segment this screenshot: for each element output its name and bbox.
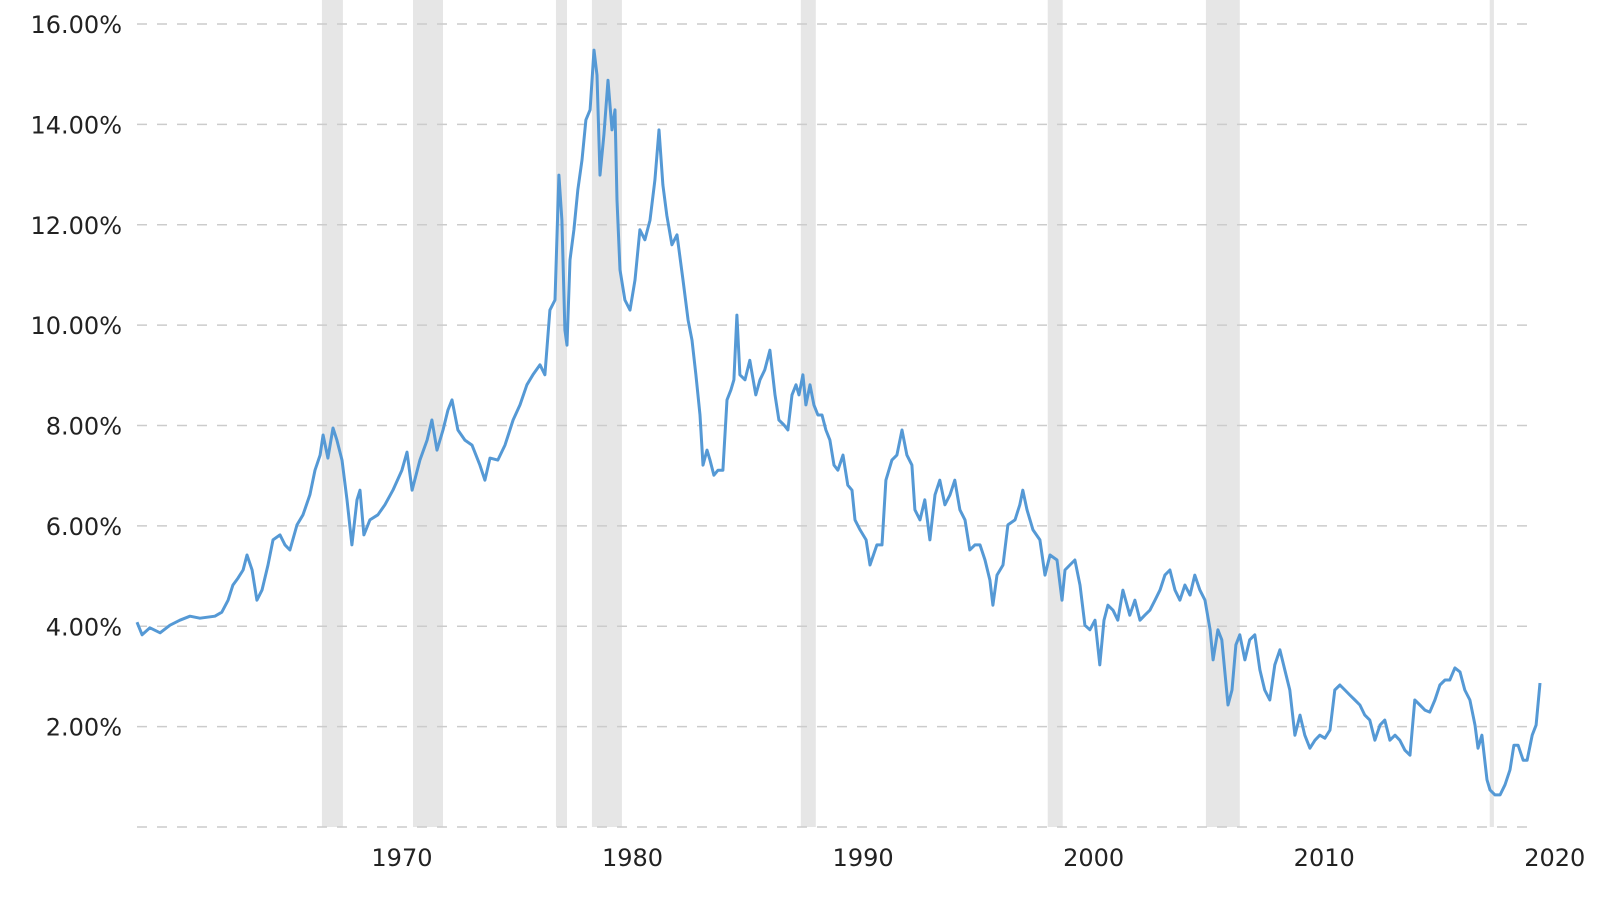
y-tick-label: 10.00% [30, 312, 122, 340]
recession-band [321, 0, 343, 827]
series-lines [135, 48, 1542, 797]
y-tick-label: 6.00% [46, 513, 122, 541]
recession-band [1489, 0, 1494, 827]
x-tick-label: 2020 [1524, 844, 1585, 872]
x-tick-label: 1970 [371, 844, 432, 872]
y-tick-label: 4.00% [46, 613, 122, 641]
y-tick-label: 2.00% [46, 714, 122, 742]
y-tick-label: 16.00% [30, 11, 122, 39]
series-line [135, 48, 1542, 797]
recession-band [1205, 0, 1240, 827]
x-axis-ticks: 1970 1980 1990 2000 2010 2020 [371, 844, 1585, 872]
recession-band [800, 0, 816, 827]
shaded-bands [321, 0, 1494, 827]
recession-band [412, 0, 443, 827]
y-axis-ticks: 2.00% 4.00% 6.00% 8.00% 10.00% 12.00% 14.00% 16… [30, 11, 122, 742]
y-tick-label: 12.00% [30, 212, 122, 240]
recession-band [1047, 0, 1063, 827]
gridlines [137, 23, 1535, 828]
x-tick-label: 2000 [1063, 844, 1124, 872]
x-tick-label: 2010 [1294, 844, 1355, 872]
x-tick-label: 1980 [602, 844, 663, 872]
recession-band [555, 0, 568, 827]
y-tick-label: 8.00% [46, 413, 122, 441]
y-tick-label: 14.00% [30, 111, 122, 139]
x-tick-label: 1990 [833, 844, 894, 872]
